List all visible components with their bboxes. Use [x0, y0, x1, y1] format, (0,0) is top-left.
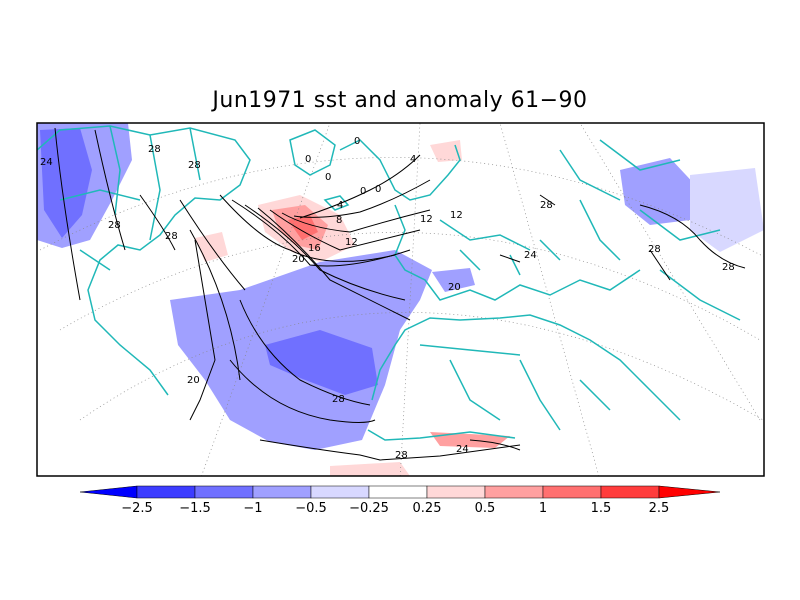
anomaly-negative-pacific-light — [690, 168, 764, 252]
contour-label: 28 — [188, 160, 201, 171]
colorbar-segment — [542, 485, 602, 499]
colorbar-label: −0.25 — [349, 501, 389, 516]
graticule — [39, 123, 764, 476]
map-title: Jun1971 sst and anomaly 61−90 — [212, 88, 588, 113]
contour-label: 20 — [187, 375, 200, 386]
anomaly-positive-bottom — [330, 462, 410, 476]
contour-label: 20 — [448, 282, 461, 293]
contour-label: 16 — [308, 243, 321, 254]
colorbar-segment — [368, 485, 428, 499]
greenland-coast — [289, 129, 336, 176]
contour-label: 12 — [345, 237, 358, 248]
contour-label: 8 — [336, 215, 342, 226]
contour-label: 4 — [337, 200, 343, 211]
scandinavia-coast — [339, 139, 461, 201]
north-america-borders — [59, 125, 201, 271]
africa-coast — [371, 314, 681, 421]
colorbar-arrow-right — [658, 485, 721, 499]
anomaly-positive-labrador-core — [288, 215, 318, 240]
colorbar-label: −2.5 — [121, 501, 153, 516]
contour-label: 28 — [332, 394, 345, 405]
anomaly-shading — [37, 123, 764, 476]
colorbar-label: −1.5 — [179, 501, 211, 516]
colorbar-label: 1 — [538, 501, 548, 516]
colorbar-label: 0.5 — [474, 501, 496, 516]
contour-label: 12 — [450, 210, 463, 221]
anomaly-negative-atlantic-core — [265, 330, 378, 395]
colorbar-arrow-left — [79, 485, 138, 499]
africa-borders — [419, 344, 611, 431]
colorbar-segment — [252, 485, 312, 499]
sst-contours — [54, 127, 746, 461]
colorbar-segment — [194, 485, 254, 499]
contour-label: 0 — [305, 154, 311, 165]
contour-label: 4 — [410, 154, 416, 165]
colorbar-segment — [310, 485, 370, 499]
anomaly-negative-pacific — [620, 158, 700, 225]
colorbar-label: 1.5 — [590, 501, 612, 516]
colorbar-segment — [426, 485, 486, 499]
contour-label: 24 — [524, 250, 537, 261]
colorbar-label: −1 — [243, 501, 263, 516]
contour-label: 28 — [395, 450, 408, 461]
contour-label: 28 — [722, 262, 735, 273]
asia-borders — [559, 139, 741, 321]
contour-labels: 24 28 28 28 28 0 0 0 0 4 0 4 8 12 12 12 … — [40, 136, 735, 461]
contour-label: 28 — [148, 144, 161, 155]
contour-label: 28 — [648, 244, 661, 255]
colorbar-segment — [600, 485, 660, 499]
anomaly-negative-med — [432, 268, 475, 292]
contour-label: 20 — [292, 254, 305, 265]
contour-label: 28 — [108, 220, 121, 231]
contour-label: 0 — [375, 184, 381, 195]
europe-borders — [439, 199, 621, 276]
anomaly-positive-arctic — [430, 140, 462, 162]
contour-label: 0 — [354, 136, 360, 147]
colorbar — [79, 485, 721, 499]
colorbar-label: −0.5 — [295, 501, 327, 516]
north-america-coast — [37, 125, 251, 396]
contour-label: 0 — [325, 172, 331, 183]
contour-label: 24 — [456, 444, 469, 455]
contour-label: 24 — [40, 157, 53, 168]
colorbar-segment — [136, 485, 196, 499]
colorbar-segment — [484, 485, 544, 499]
colorbar-label: 0.25 — [412, 501, 442, 516]
contour-label: 28 — [540, 200, 553, 211]
map-frame — [36, 122, 765, 477]
anomaly-negative-nw-core — [40, 128, 92, 238]
contour-label: 0 — [360, 186, 366, 197]
colorbar-label: 2.5 — [648, 501, 670, 516]
contour-label: 28 — [165, 231, 178, 242]
africa-southwest-coast — [367, 429, 516, 441]
contour-label: 12 — [420, 214, 433, 225]
